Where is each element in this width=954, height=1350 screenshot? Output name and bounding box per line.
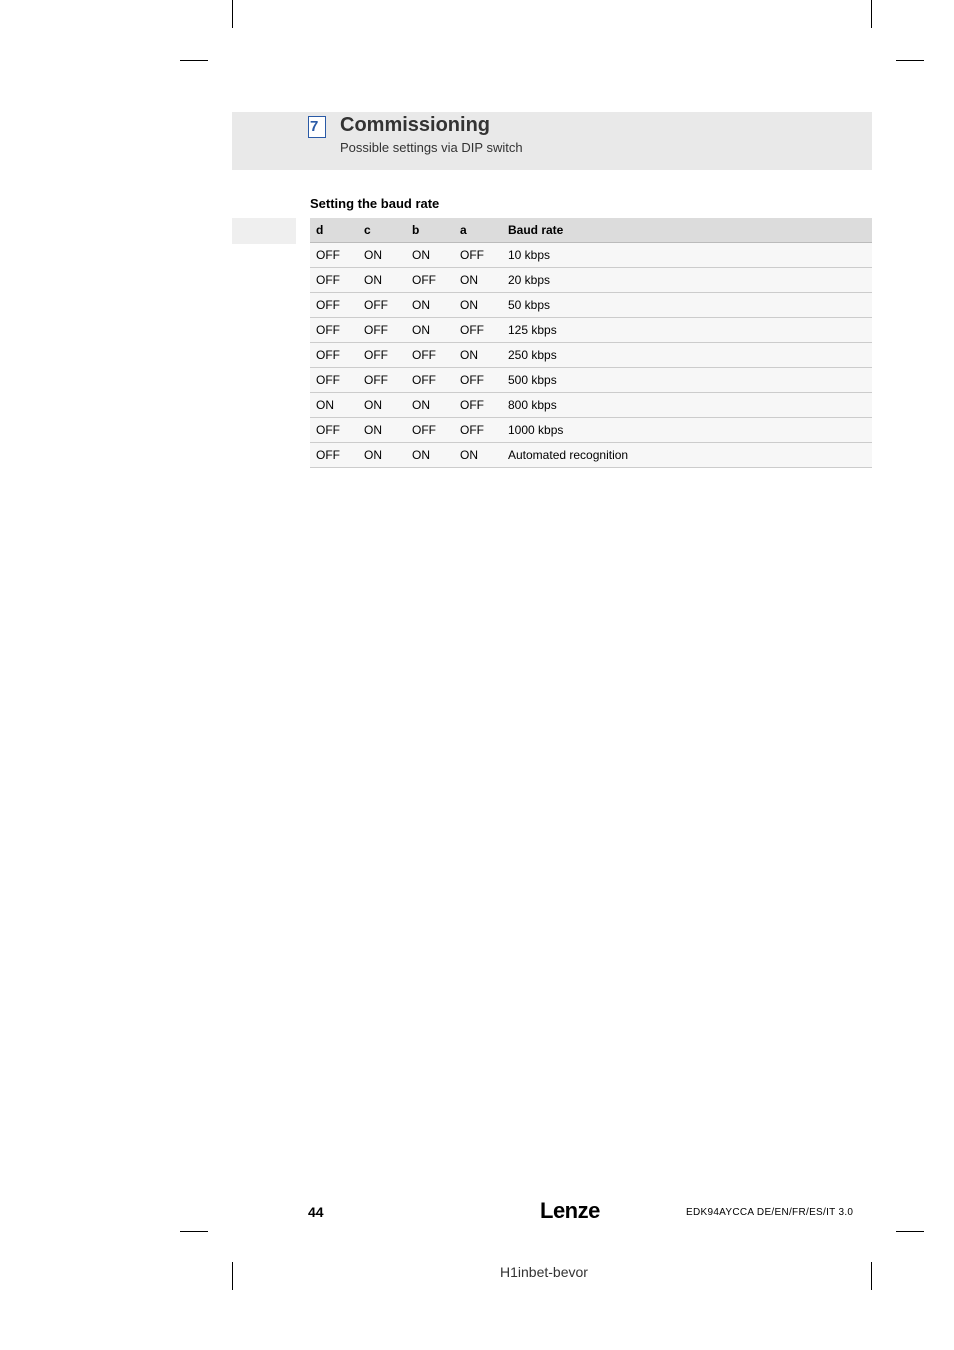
table-cell: ON bbox=[454, 343, 502, 368]
table-cell: ON bbox=[454, 268, 502, 293]
table-cell: Automated recognition bbox=[502, 443, 872, 468]
table-cell: OFF bbox=[310, 268, 358, 293]
table-row: OFFONONOFF10 kbps bbox=[310, 243, 872, 268]
table-cell: OFF bbox=[406, 268, 454, 293]
section-title: Setting the baud rate bbox=[310, 196, 439, 211]
table-cell: OFF bbox=[310, 418, 358, 443]
table-row: OFFOFFONOFF125 kbps bbox=[310, 318, 872, 343]
table-cell: ON bbox=[406, 443, 454, 468]
table-cell: OFF bbox=[454, 318, 502, 343]
table-row: OFFOFFOFFOFF500 kbps bbox=[310, 368, 872, 393]
col-header-c: c bbox=[358, 218, 406, 243]
table-row: ONONONOFF800 kbps bbox=[310, 393, 872, 418]
table-row: OFFONOFFOFF1000 kbps bbox=[310, 418, 872, 443]
table-row: OFFONONONAutomated recognition bbox=[310, 443, 872, 468]
chapter-title: Commissioning bbox=[340, 114, 490, 137]
table-cell: OFF bbox=[358, 368, 406, 393]
crop-mark bbox=[180, 1231, 208, 1232]
margin-tab bbox=[232, 218, 296, 244]
header-band bbox=[232, 112, 872, 170]
table-cell: OFF bbox=[310, 368, 358, 393]
table-cell: OFF bbox=[310, 443, 358, 468]
brand-logo: Lenze bbox=[540, 1198, 600, 1224]
table-cell: ON bbox=[454, 293, 502, 318]
baud-rate-table: d c b a Baud rate OFFONONOFF10 kbpsOFFON… bbox=[310, 218, 872, 468]
table-cell: 500 kbps bbox=[502, 368, 872, 393]
chapter-number: 7 bbox=[310, 118, 318, 135]
table-cell: ON bbox=[358, 393, 406, 418]
table-cell: ON bbox=[406, 393, 454, 418]
table-cell: OFF bbox=[454, 393, 502, 418]
table-cell: ON bbox=[358, 443, 406, 468]
col-header-baud: Baud rate bbox=[502, 218, 872, 243]
table-cell: ON bbox=[406, 318, 454, 343]
page-number: 44 bbox=[308, 1204, 324, 1220]
table-cell: ON bbox=[358, 418, 406, 443]
table-cell: 1000 kbps bbox=[502, 418, 872, 443]
table-cell: ON bbox=[310, 393, 358, 418]
footnote: H1inbet-bevor bbox=[500, 1264, 588, 1280]
table-cell: ON bbox=[406, 293, 454, 318]
crop-mark bbox=[180, 60, 208, 61]
table-cell: 125 kbps bbox=[502, 318, 872, 343]
table-row: OFFOFFOFFON250 kbps bbox=[310, 343, 872, 368]
table-header-row: d c b a Baud rate bbox=[310, 218, 872, 243]
table-row: OFFOFFONON50 kbps bbox=[310, 293, 872, 318]
crop-mark bbox=[871, 0, 872, 28]
doc-code: EDK94AYCCA DE/EN/FR/ES/IT 3.0 bbox=[686, 1207, 853, 1218]
table-cell: OFF bbox=[454, 418, 502, 443]
table-cell: OFF bbox=[406, 368, 454, 393]
table-cell: 50 kbps bbox=[502, 293, 872, 318]
table-cell: 800 kbps bbox=[502, 393, 872, 418]
table-cell: OFF bbox=[358, 293, 406, 318]
table-cell: OFF bbox=[310, 318, 358, 343]
table-cell: ON bbox=[358, 268, 406, 293]
table-row: OFFONOFFON20 kbps bbox=[310, 268, 872, 293]
table-cell: OFF bbox=[310, 343, 358, 368]
table-cell: OFF bbox=[454, 368, 502, 393]
table-cell: ON bbox=[454, 443, 502, 468]
table-cell: 20 kbps bbox=[502, 268, 872, 293]
table-cell: OFF bbox=[454, 243, 502, 268]
chapter-subtitle: Possible settings via DIP switch bbox=[340, 140, 523, 155]
table-cell: ON bbox=[358, 243, 406, 268]
table-cell: OFF bbox=[358, 318, 406, 343]
col-header-d: d bbox=[310, 218, 358, 243]
crop-mark bbox=[232, 0, 233, 28]
table-cell: OFF bbox=[358, 343, 406, 368]
crop-mark bbox=[871, 1262, 872, 1290]
table-cell: OFF bbox=[406, 343, 454, 368]
col-header-b: b bbox=[406, 218, 454, 243]
table-cell: 250 kbps bbox=[502, 343, 872, 368]
crop-mark bbox=[232, 1262, 233, 1290]
table-cell: ON bbox=[406, 243, 454, 268]
table-cell: OFF bbox=[406, 418, 454, 443]
crop-mark bbox=[896, 60, 924, 61]
col-header-a: a bbox=[454, 218, 502, 243]
table-cell: OFF bbox=[310, 243, 358, 268]
table-cell: 10 kbps bbox=[502, 243, 872, 268]
crop-mark bbox=[896, 1231, 924, 1232]
table-cell: OFF bbox=[310, 293, 358, 318]
